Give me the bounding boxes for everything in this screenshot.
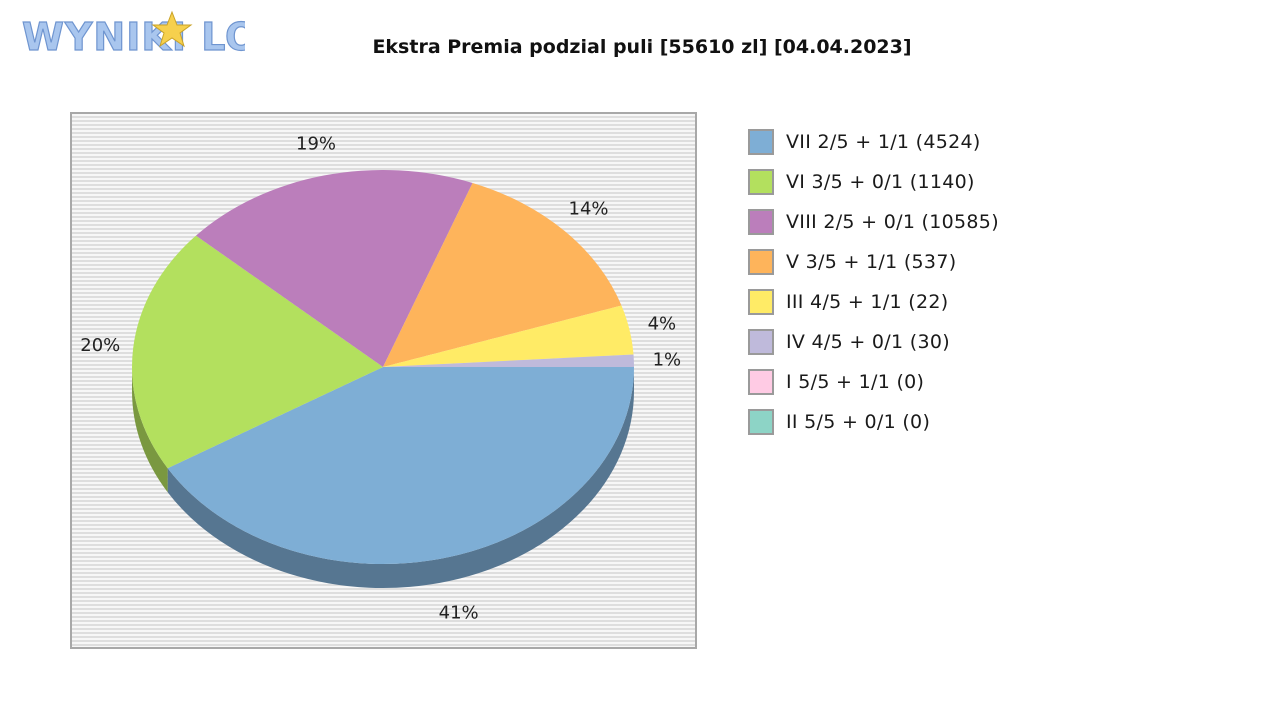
legend-label: III 4/5 + 1/1 (22) bbox=[786, 291, 949, 313]
legend-swatch bbox=[748, 409, 774, 435]
wyniki-lotto-logo: WYNIKI LOTTO bbox=[21, 10, 245, 60]
legend-swatch bbox=[748, 369, 774, 395]
legend-item: VI 3/5 + 0/1 (1140) bbox=[748, 162, 999, 202]
slice-1 bbox=[132, 235, 383, 469]
pie-labels: 41% 20% 19% 14% 4% 1% bbox=[80, 133, 681, 623]
legend-swatch bbox=[748, 329, 774, 355]
legend-swatch bbox=[748, 209, 774, 235]
pie-slices bbox=[132, 170, 634, 565]
legend-label: II 5/5 + 0/1 (0) bbox=[786, 411, 931, 433]
slice-label-3: 14% bbox=[569, 198, 609, 219]
legend-item: V 3/5 + 1/1 (537) bbox=[748, 242, 999, 282]
slice-label-4: 4% bbox=[648, 313, 677, 334]
slice-5 bbox=[383, 354, 634, 367]
legend-swatch bbox=[748, 249, 774, 275]
slice-2 bbox=[195, 170, 473, 367]
legend-label: VIII 2/5 + 0/1 (10585) bbox=[786, 211, 999, 233]
star-icon bbox=[151, 10, 193, 48]
legend-label: VII 2/5 + 1/1 (4524) bbox=[786, 131, 981, 153]
legend-label: I 5/5 + 1/1 (0) bbox=[786, 371, 925, 393]
slice-label-1: 20% bbox=[80, 335, 120, 356]
legend-item: IV 4/5 + 0/1 (30) bbox=[748, 322, 999, 362]
chart-title: Ekstra Premia podzial puli [55610 zl] [0… bbox=[372, 36, 912, 58]
pie-depth bbox=[132, 367, 634, 589]
legend: VII 2/5 + 1/1 (4524) VI 3/5 + 0/1 (1140) V… bbox=[748, 122, 999, 442]
legend-label: VI 3/5 + 0/1 (1140) bbox=[786, 171, 975, 193]
slice-label-2: 19% bbox=[296, 133, 336, 154]
slice-side-1 bbox=[132, 367, 168, 493]
slice-label-0: 41% bbox=[439, 603, 479, 624]
slice-label-5: 1% bbox=[653, 350, 682, 371]
legend-swatch bbox=[748, 169, 774, 195]
legend-item: III 4/5 + 1/1 (22) bbox=[748, 282, 999, 322]
legend-item: I 5/5 + 1/1 (0) bbox=[748, 362, 999, 402]
legend-label: V 3/5 + 1/1 (537) bbox=[786, 251, 957, 273]
slice-3 bbox=[383, 182, 622, 367]
legend-item: VIII 2/5 + 0/1 (10585) bbox=[748, 202, 999, 242]
legend-swatch bbox=[748, 289, 774, 315]
legend-item: VII 2/5 + 1/1 (4524) bbox=[748, 122, 999, 162]
logo-text: WYNIKI LOTTO bbox=[22, 15, 245, 59]
legend-item: II 5/5 + 0/1 (0) bbox=[748, 402, 999, 442]
legend-label: IV 4/5 + 0/1 (30) bbox=[786, 331, 950, 353]
slice-4 bbox=[383, 305, 634, 367]
legend-swatch bbox=[748, 129, 774, 155]
slice-0 bbox=[167, 367, 634, 565]
